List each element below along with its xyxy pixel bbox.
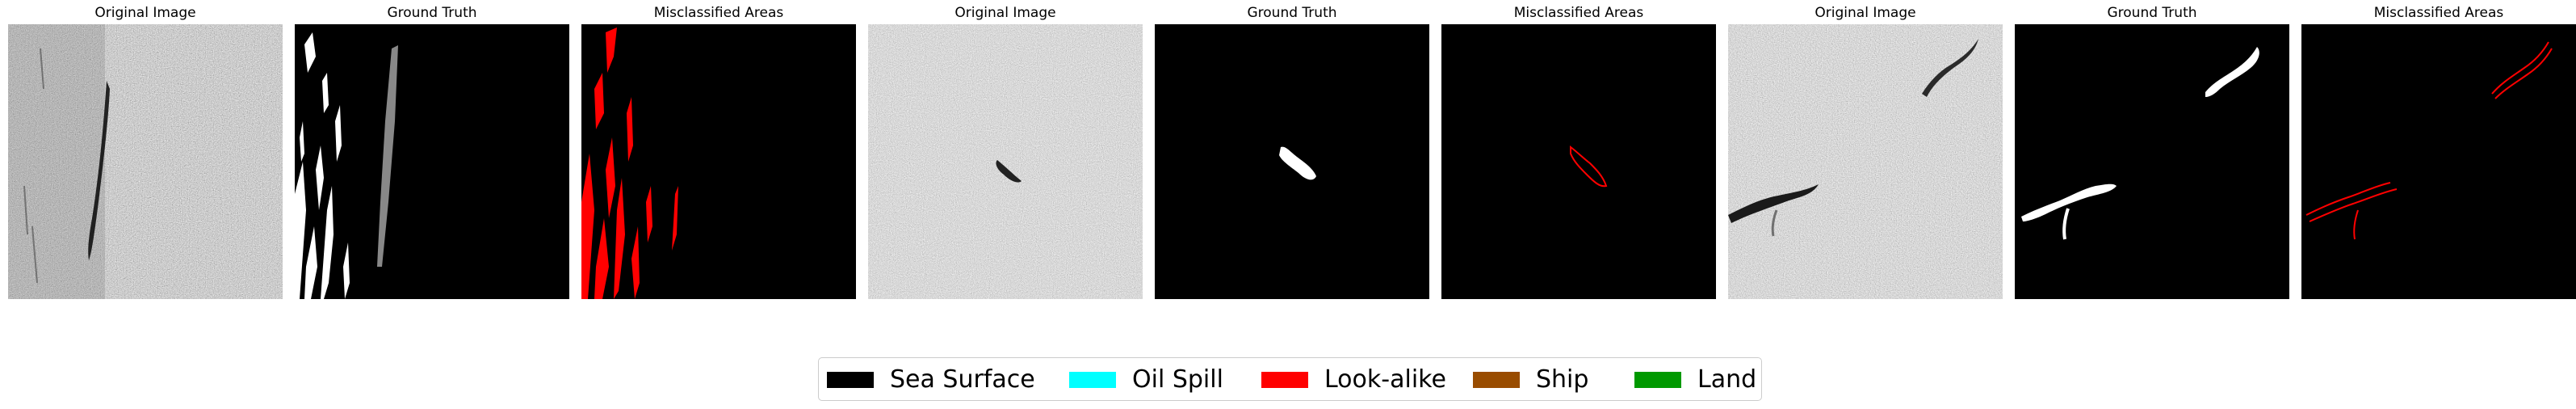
legend-label: Look-alike <box>1324 365 1446 394</box>
panel-9-title: Misclassified Areas <box>2373 5 2504 21</box>
ground-truth-2 <box>1155 24 1429 299</box>
panel-8-title: Ground Truth <box>2107 5 2197 21</box>
ground-truth-1 <box>295 24 569 299</box>
misclassified-areas-3 <box>2301 24 2576 299</box>
original-image-2 <box>868 24 1143 299</box>
panel-7-title: Original Image <box>1815 5 1916 21</box>
legend-label: Land <box>1697 365 1757 394</box>
ship-swatch <box>1473 372 1520 388</box>
panel-6-title: Misclassified Areas <box>1513 5 1644 21</box>
original-image-1 <box>8 24 283 299</box>
legend-label: Ship <box>1536 365 1589 394</box>
panel-4-title: Original Image <box>954 5 1056 21</box>
land-swatch <box>1634 372 1681 388</box>
legend-label: Sea Surface <box>890 365 1035 394</box>
panel-1-title: Original Image <box>94 5 196 21</box>
oil-spill-swatch <box>1069 372 1116 388</box>
panel-5-title: Ground Truth <box>1247 5 1337 21</box>
original-image-3 <box>1728 24 2003 299</box>
sea-surface-swatch <box>827 372 874 388</box>
legend-label: Oil Spill <box>1132 365 1223 394</box>
panel-3-title: Misclassified Areas <box>653 5 784 21</box>
misclassified-areas-2 <box>1441 24 1716 299</box>
misclassified-areas-1 <box>581 24 856 299</box>
look-alike-swatch <box>1261 372 1308 388</box>
ground-truth-3 <box>2015 24 2289 299</box>
panel-2-title: Ground Truth <box>387 5 477 21</box>
legend: Sea Surface Oil Spill Look-alike Ship La… <box>818 357 1762 401</box>
